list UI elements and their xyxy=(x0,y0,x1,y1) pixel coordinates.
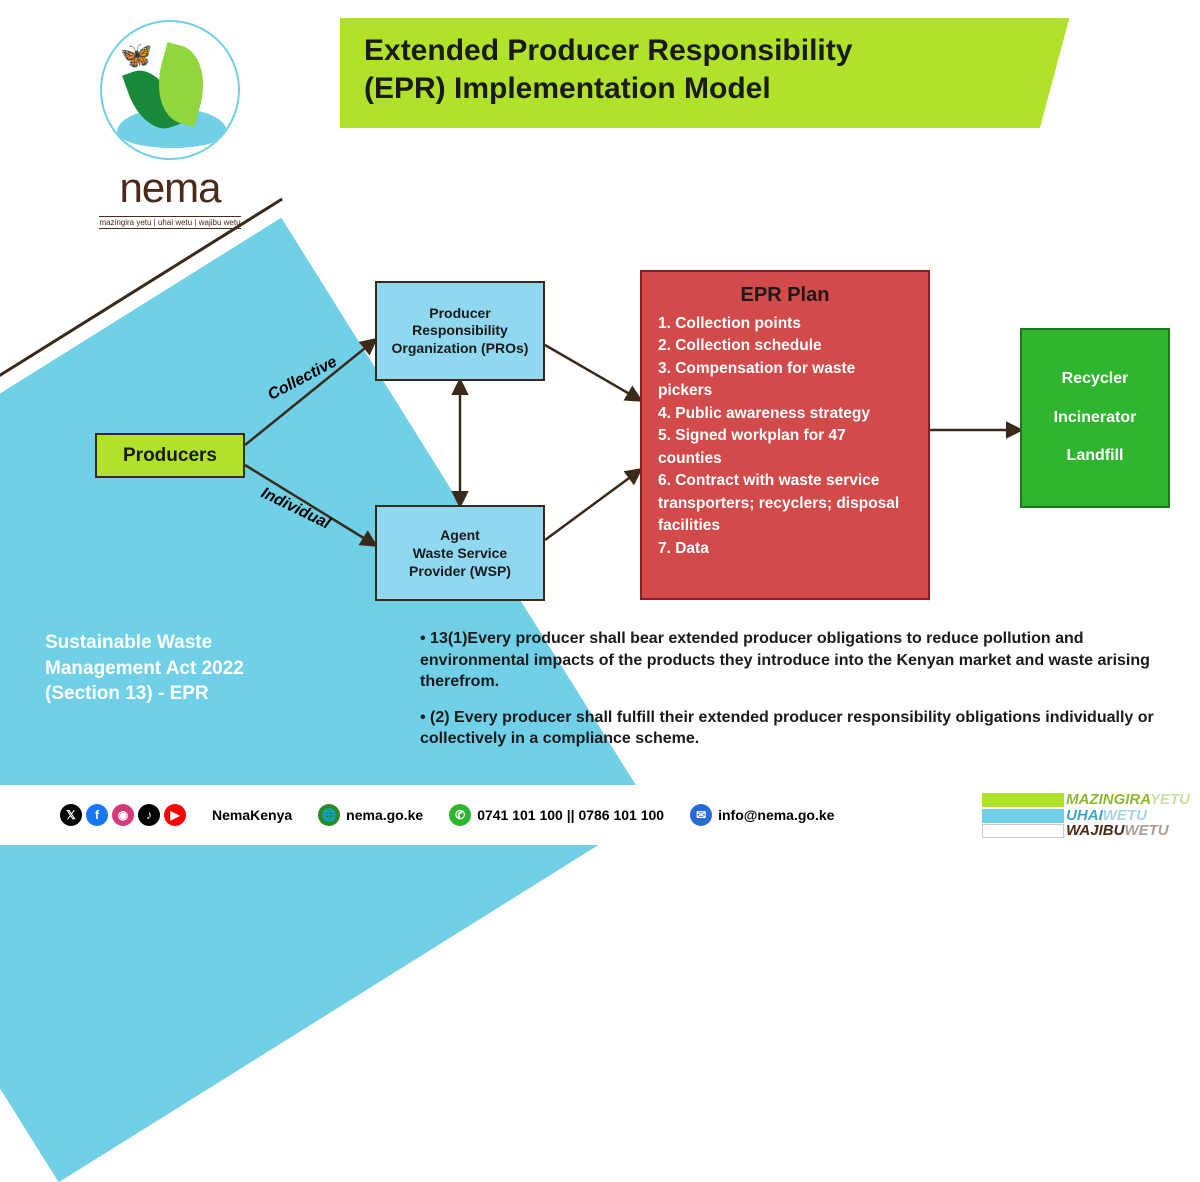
logo-mark: 🦋 xyxy=(100,20,240,160)
globe-icon: 🌐 xyxy=(318,804,340,826)
phone-icon: ✆ xyxy=(449,804,471,826)
node-epr-plan: EPR Plan 1. Collection points2. Collecti… xyxy=(640,270,930,600)
x-icon[interactable]: 𝕏 xyxy=(60,804,82,826)
node-wsp-line2: Waste Service Provider (WSP) xyxy=(383,544,537,580)
node-wsp-line1: Agent xyxy=(383,526,537,544)
title-line2: (EPR) Implementation Model xyxy=(364,72,771,105)
page-title: Extended Producer Responsibility (EPR) I… xyxy=(364,32,1176,107)
social-handle: NemaKenya xyxy=(212,807,292,823)
youtube-icon[interactable]: ▶ xyxy=(164,804,186,826)
instagram-icon[interactable]: ◉ xyxy=(112,804,134,826)
act-reference: Sustainable Waste Management Act 2022 (S… xyxy=(45,630,285,707)
slogan-bar3 xyxy=(982,824,1064,838)
endpoint-item: Incinerator xyxy=(1022,399,1168,437)
email-item: ✉ info@nema.go.ke xyxy=(690,804,834,826)
slogan-2b: WETU xyxy=(1103,807,1147,824)
slogan-block: MAZINGIRAYETU UHAIWETU WAJIBUWETU xyxy=(982,792,1190,839)
phone-item: ✆ 0741 101 100 || 0786 101 100 xyxy=(449,804,664,826)
plan-title: EPR Plan xyxy=(658,284,912,307)
node-endpoints: RecyclerIncineratorLandfill xyxy=(1020,328,1170,508)
slogan-3a: WAJIBU xyxy=(1066,822,1124,839)
node-pro-label: Producer Responsibility Organization (PR… xyxy=(381,305,539,358)
slogan-2a: UHAI xyxy=(1066,807,1103,824)
plan-item: 4. Public awareness strategy xyxy=(658,403,912,425)
title-banner: Extended Producer Responsibility (EPR) I… xyxy=(340,18,1200,128)
slogan-1b: YETU xyxy=(1150,791,1190,808)
body-p2: • (2) Every producer shall fulfill their… xyxy=(420,707,1160,750)
plan-item: 5. Signed workplan for 47 counties xyxy=(658,425,912,470)
logo-tagline: mazingira yetu | uhai wetu | wajibu wetu xyxy=(99,216,240,229)
phone-text: 0741 101 100 || 0786 101 100 xyxy=(477,807,664,823)
plan-item: 1. Collection points xyxy=(658,313,912,335)
website-text[interactable]: nema.go.ke xyxy=(346,807,423,823)
nema-logo: 🦋 nema mazingira yetu | uhai wetu | waji… xyxy=(75,20,265,230)
plan-list: 1. Collection points2. Collection schedu… xyxy=(658,313,912,560)
tiktok-icon[interactable]: ♪ xyxy=(138,804,160,826)
slogan-1a: MAZINGIRA xyxy=(1066,791,1150,808)
node-producers-label: Producers xyxy=(97,445,243,467)
email-text[interactable]: info@nema.go.ke xyxy=(718,807,834,823)
endpoints-list: RecyclerIncineratorLandfill xyxy=(1022,360,1168,475)
infographic-canvas: Extended Producer Responsibility (EPR) I… xyxy=(0,0,1200,845)
facebook-icon[interactable]: f xyxy=(86,804,108,826)
slogan-bar1 xyxy=(982,793,1064,807)
mail-icon: ✉ xyxy=(690,804,712,826)
endpoint-item: Landfill xyxy=(1022,437,1168,475)
body-text: • 13(1)Every producer shall bear extende… xyxy=(420,628,1160,764)
title-line1: Extended Producer Responsibility xyxy=(364,34,852,67)
plan-item: 7. Data xyxy=(658,538,912,560)
logo-wordmark: nema xyxy=(75,164,265,212)
website-item: 🌐 nema.go.ke xyxy=(318,804,423,826)
slogan-3b: WETU xyxy=(1124,822,1168,839)
node-pro: Producer Responsibility Organization (PR… xyxy=(375,281,545,381)
node-producers: Producers xyxy=(95,433,245,478)
plan-item: 6. Contract with waste service transport… xyxy=(658,470,912,537)
plan-item: 2. Collection schedule xyxy=(658,335,912,357)
body-p1: • 13(1)Every producer shall bear extende… xyxy=(420,628,1160,693)
social-icons: 𝕏 f ◉ ♪ ▶ xyxy=(60,804,186,826)
node-wsp: Agent Waste Service Provider (WSP) xyxy=(375,505,545,601)
endpoint-item: Recycler xyxy=(1022,360,1168,398)
plan-item: 3. Compensation for waste pickers xyxy=(658,358,912,403)
butterfly-icon: 🦋 xyxy=(120,40,152,71)
slogan-bar2 xyxy=(982,809,1064,823)
